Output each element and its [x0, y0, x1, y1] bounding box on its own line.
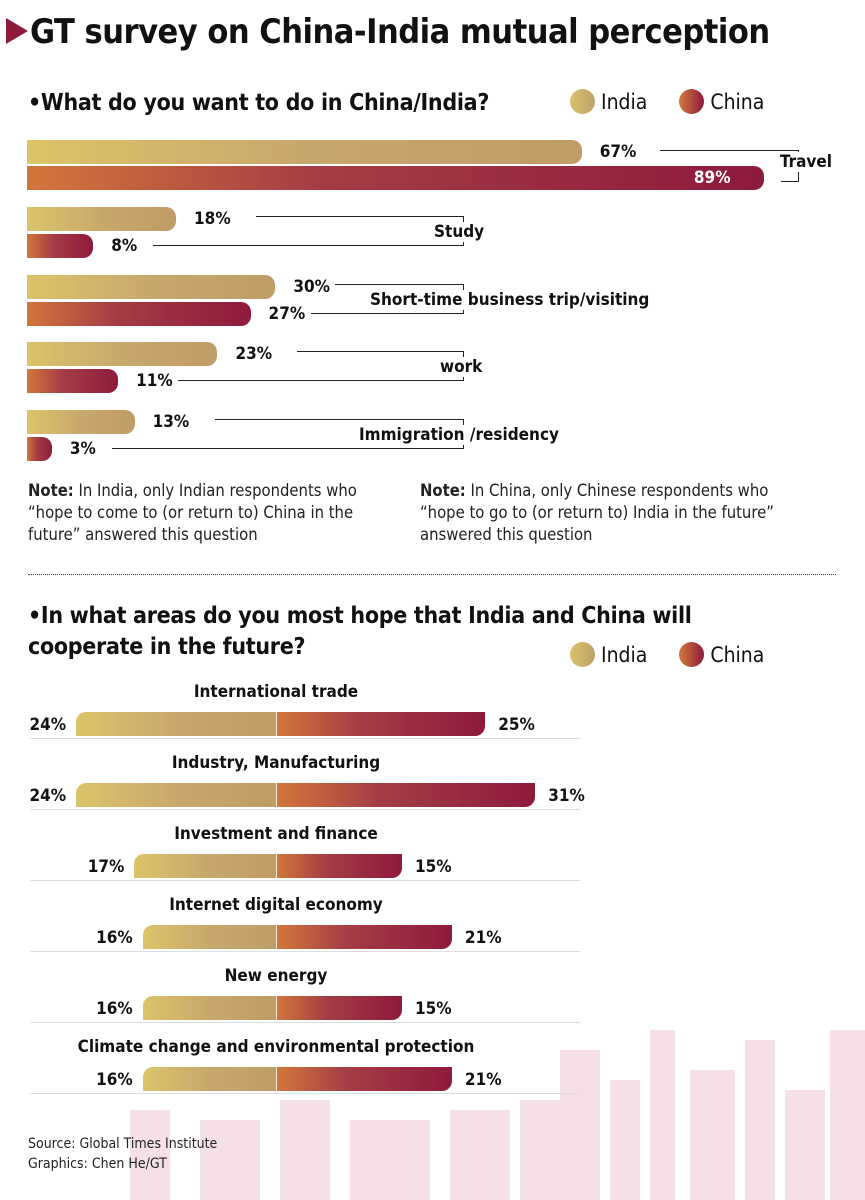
title-triangle-icon	[6, 18, 28, 44]
china-bar	[277, 1067, 452, 1091]
china-bar	[27, 166, 764, 190]
center-divider	[276, 712, 277, 736]
india-legend-swatch	[570, 89, 595, 114]
connector-line	[214, 419, 463, 420]
center-divider	[276, 783, 277, 807]
category-label: New energy	[224, 966, 328, 986]
baseline-rule	[30, 1022, 580, 1023]
china-value-label: 31%	[548, 786, 585, 806]
india-bar	[142, 996, 276, 1020]
category-label: Short-time business trip/visiting	[368, 289, 652, 310]
baseline-rule	[30, 880, 580, 881]
connector-line	[335, 284, 463, 285]
credit-text: Graphics: Chen He/GT	[28, 1156, 167, 1172]
india-value-label: 16%	[96, 928, 133, 948]
connector-line	[153, 245, 463, 246]
category-label: Climate change and environmental protect…	[77, 1037, 475, 1057]
category-label: Immigration /residency	[357, 424, 561, 445]
category-label: work	[438, 356, 485, 377]
china-legend-swatch	[679, 89, 705, 114]
china-value-label: 21%	[464, 1070, 502, 1090]
baseline-rule	[30, 738, 580, 739]
center-divider	[276, 854, 277, 878]
india-value-label: 18%	[194, 209, 231, 229]
legend-1: India China	[570, 89, 764, 114]
china-value-label: 15%	[414, 857, 452, 877]
connector-line	[310, 313, 463, 314]
india-value-label: 13%	[152, 412, 190, 432]
connector-line	[781, 181, 798, 182]
note-china: Note: In China, only Chinese respondents…	[420, 481, 774, 544]
category-label: International trade	[193, 682, 359, 702]
india-value-label: 24%	[29, 786, 67, 806]
china-bar	[27, 234, 94, 258]
china-value-label: 89%	[693, 168, 731, 188]
china-bar	[277, 783, 536, 807]
india-bar	[76, 712, 276, 736]
india-value-label: 24%	[29, 715, 67, 735]
india-value-label: 16%	[96, 999, 133, 1019]
india-bar	[27, 342, 218, 366]
india-value-label: 30%	[293, 277, 330, 297]
source-text: Source: Global Times Institute	[28, 1136, 218, 1152]
connector-line	[111, 448, 463, 449]
china-bar	[277, 996, 402, 1020]
center-divider	[276, 1067, 277, 1091]
connector-line	[256, 216, 463, 217]
india-legend-label: India	[601, 642, 648, 667]
china-value-label: 11%	[136, 371, 173, 391]
section-divider	[28, 574, 836, 575]
china-legend-label: China	[710, 642, 765, 667]
baseline-rule	[30, 951, 580, 952]
china-bar	[27, 369, 119, 393]
china-bar	[277, 854, 402, 878]
category-label: Internet digital economy	[169, 895, 383, 915]
china-value-label: 25%	[498, 715, 535, 735]
india-bar	[27, 410, 135, 434]
page-title: GT survey on China-India mutual percepti…	[30, 12, 770, 52]
category-label: Study	[432, 221, 487, 242]
center-divider	[276, 925, 277, 949]
china-value-label: 8%	[111, 236, 138, 256]
india-bar	[27, 207, 177, 231]
china-value-label: 15%	[414, 999, 452, 1019]
india-bar	[142, 925, 276, 949]
india-value-label: 16%	[96, 1070, 133, 1090]
baseline-rule	[30, 1093, 580, 1094]
category-label: Travel	[778, 152, 835, 172]
india-bar	[76, 783, 276, 807]
connector-line	[297, 351, 463, 352]
question-1-title: •What do you want to do in China/India?	[28, 90, 490, 116]
baseline-rule	[30, 809, 580, 810]
india-bar	[27, 275, 276, 299]
center-divider	[276, 996, 277, 1020]
china-bar	[277, 925, 452, 949]
india-legend-label: India	[601, 89, 648, 114]
china-bar	[27, 302, 251, 326]
china-value-label: 21%	[464, 928, 502, 948]
india-bar	[134, 854, 276, 878]
china-legend-swatch	[679, 642, 705, 667]
india-value-label: 67%	[599, 142, 637, 162]
india-legend-swatch	[570, 642, 595, 667]
india-value-label: 23%	[235, 344, 273, 364]
category-label: Industry, Manufacturing	[171, 753, 381, 773]
note-india: Note: In India, only Indian respondents …	[28, 481, 357, 544]
china-value-label: 27%	[268, 304, 306, 324]
india-bar	[27, 140, 582, 164]
china-bar	[277, 712, 486, 736]
legend-2: India China	[570, 642, 764, 667]
china-value-label: 3%	[69, 439, 96, 459]
category-label: Investment and finance	[174, 824, 378, 844]
connector-line	[178, 380, 463, 381]
china-legend-label: China	[710, 89, 765, 114]
question-2-title: •In what areas do you most hope that Ind…	[28, 603, 692, 660]
india-value-label: 17%	[87, 857, 125, 877]
india-bar	[142, 1067, 276, 1091]
china-bar	[27, 437, 52, 461]
connector-line	[660, 150, 798, 151]
